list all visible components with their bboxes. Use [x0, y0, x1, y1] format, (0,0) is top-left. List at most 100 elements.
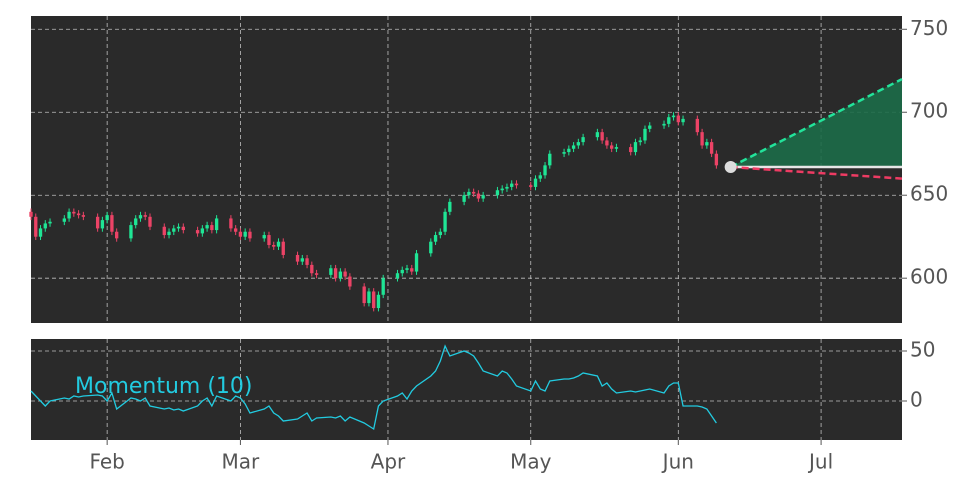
candle-body — [400, 269, 404, 274]
candle-body — [448, 201, 452, 212]
candle-body — [471, 191, 476, 194]
candle-body — [438, 231, 442, 236]
candle-body — [600, 132, 604, 141]
candle-body — [81, 215, 86, 217]
candle-body — [567, 148, 571, 153]
candle-body — [429, 241, 433, 254]
candle-body — [110, 215, 114, 232]
candle-body — [543, 165, 547, 176]
x-tick-label: Jun — [661, 450, 694, 474]
candle-body — [272, 245, 276, 247]
candle-body — [229, 218, 233, 229]
candle-body — [705, 142, 709, 146]
candle-body — [495, 190, 500, 196]
candle-body — [48, 221, 52, 224]
candle-body — [72, 211, 76, 214]
candle-body — [562, 152, 566, 154]
candle-body — [167, 231, 171, 236]
candle-body — [538, 175, 542, 179]
candle-body — [176, 226, 181, 229]
candle-body — [610, 145, 614, 149]
momentum-line — [30, 344, 717, 431]
candle-body — [381, 278, 385, 295]
candle-body — [129, 225, 133, 239]
candle-body — [581, 137, 585, 143]
candle-body — [134, 218, 138, 226]
candle-body — [476, 193, 481, 199]
y-tick-label: 750 — [910, 16, 948, 40]
candle-body — [29, 211, 33, 217]
candle-body — [514, 183, 519, 186]
candle-body — [348, 276, 352, 287]
y-tick-label: 0 — [910, 388, 923, 412]
candle-body — [214, 218, 219, 231]
candle-body — [143, 215, 147, 217]
candle-body — [276, 241, 281, 247]
candle-body — [605, 140, 609, 146]
x-tick-label: Feb — [89, 450, 124, 474]
candle-body — [467, 191, 471, 196]
candle-body — [67, 211, 71, 219]
candle-body — [395, 273, 400, 279]
forecast-origin — [724, 161, 737, 174]
candle-body — [205, 225, 209, 229]
candle-body — [105, 215, 109, 221]
candle-body — [172, 228, 176, 232]
candle-body — [700, 132, 704, 146]
candle-body — [671, 115, 676, 118]
price-layer: 600 650 700 750 — [29, 16, 948, 323]
candle-body — [162, 226, 166, 236]
candle-body — [333, 268, 338, 279]
candle-body — [629, 147, 633, 153]
candle-body — [676, 115, 680, 123]
candle-body — [709, 142, 714, 154]
candle-body — [238, 231, 243, 237]
candle-body — [243, 231, 247, 237]
candle-body — [548, 153, 552, 166]
candle-body — [443, 211, 447, 232]
candle-body — [329, 268, 333, 275]
candle-body — [281, 241, 285, 255]
x-tick-label: Jul — [807, 450, 833, 474]
candle-body — [100, 220, 105, 229]
candle-body — [510, 183, 514, 187]
candle-body — [295, 254, 300, 262]
candle-body — [633, 142, 638, 153]
candle-body — [595, 132, 600, 138]
y-tick-label: 50 — [910, 338, 935, 362]
y-tick-label: 650 — [910, 182, 948, 206]
candle-body — [714, 153, 719, 166]
candle-body — [233, 228, 238, 232]
candle-body — [662, 123, 666, 126]
candle-body — [43, 223, 47, 229]
candle-body — [62, 218, 66, 222]
candle-body — [343, 271, 347, 277]
momentum-layer: 0 50 Feb Mar Apr May Jun Jul — [30, 338, 935, 474]
candle-body — [648, 125, 652, 129]
candle-body — [571, 145, 576, 149]
candle-body — [210, 225, 214, 231]
candle-body — [34, 216, 38, 237]
candle-body — [195, 230, 200, 234]
candle-body — [410, 268, 414, 272]
candle-body — [310, 264, 314, 274]
candle-body — [200, 228, 205, 234]
x-tick-label: Mar — [222, 450, 261, 474]
candle-body — [76, 213, 81, 216]
candle-body — [314, 273, 319, 275]
candle-body — [433, 235, 438, 242]
price-panel — [31, 16, 902, 323]
candle-body — [638, 140, 642, 143]
y-tick-label: 600 — [910, 265, 948, 289]
candle-body — [95, 216, 100, 229]
candle-body — [414, 253, 419, 272]
candle-body — [481, 195, 485, 199]
candle-body — [362, 286, 366, 304]
forecast-upper — [730, 77, 903, 169]
candle-body — [576, 142, 581, 146]
candle-body — [262, 235, 266, 239]
legend-entry: Momentum (10) — [75, 374, 253, 399]
candle-body — [248, 231, 252, 239]
